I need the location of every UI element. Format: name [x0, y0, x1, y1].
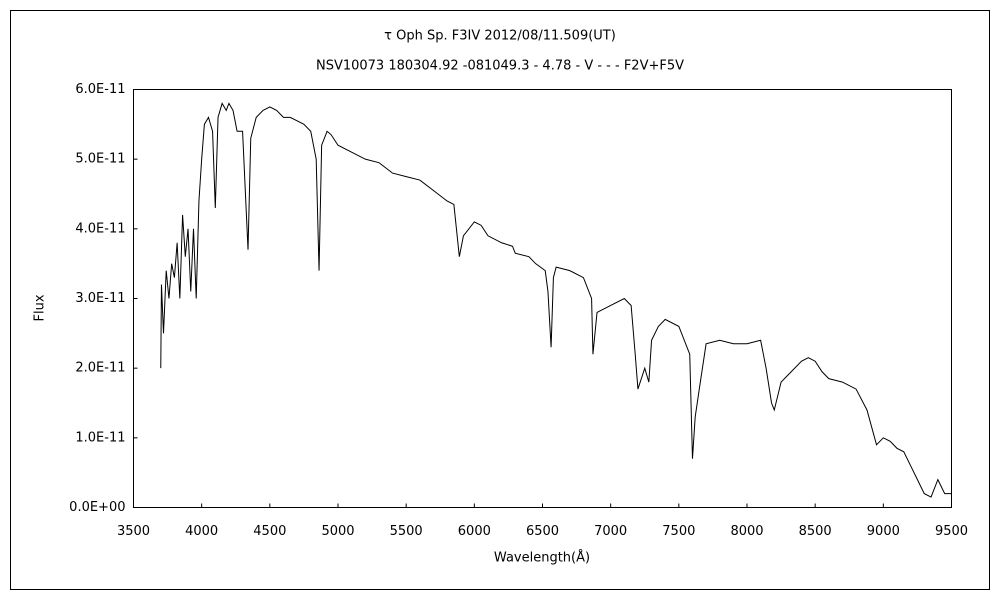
x-tick-label: 6000 [458, 524, 491, 539]
y-tick-label: 3.0E-11 [75, 291, 125, 306]
y-tick-label: 4.0E-11 [75, 221, 125, 236]
x-tick-label: 5000 [321, 524, 354, 539]
x-tick-label: 8000 [730, 524, 763, 539]
x-tick-label: 9000 [867, 524, 900, 539]
chart-title: τ Oph Sp. F3IV 2012/08/11.509(UT) [384, 29, 616, 44]
x-tick-label: 7500 [662, 524, 695, 539]
y-tick-label: 2.0E-11 [75, 361, 125, 376]
y-tick-label: 5.0E-11 [75, 152, 125, 167]
y-tick-label: 0.0E+00 [69, 500, 125, 515]
spectrum-line [160, 102, 952, 498]
y-tick-label: 6.0E-11 [75, 82, 125, 97]
x-tick-label: 5500 [390, 524, 423, 539]
outer-frame [10, 10, 990, 590]
x-tick-label: 7000 [594, 524, 627, 539]
y-axis-label: Flux [33, 294, 48, 321]
y-tick-label: 1.0E-11 [75, 430, 125, 445]
x-tick-label: 9500 [935, 524, 968, 539]
plot-frame [133, 89, 952, 508]
x-tick-label: 4000 [185, 524, 218, 539]
x-tick-label: 4500 [253, 524, 286, 539]
x-axis-label: Wavelength(Å) [494, 550, 590, 566]
chart-subtitle: NSV10073 180304.92 -081049.3 - 4.78 - V … [316, 59, 684, 74]
x-tick-label: 3500 [117, 524, 150, 539]
x-tick-label: 8500 [799, 524, 832, 539]
x-tick-label: 6500 [526, 524, 559, 539]
